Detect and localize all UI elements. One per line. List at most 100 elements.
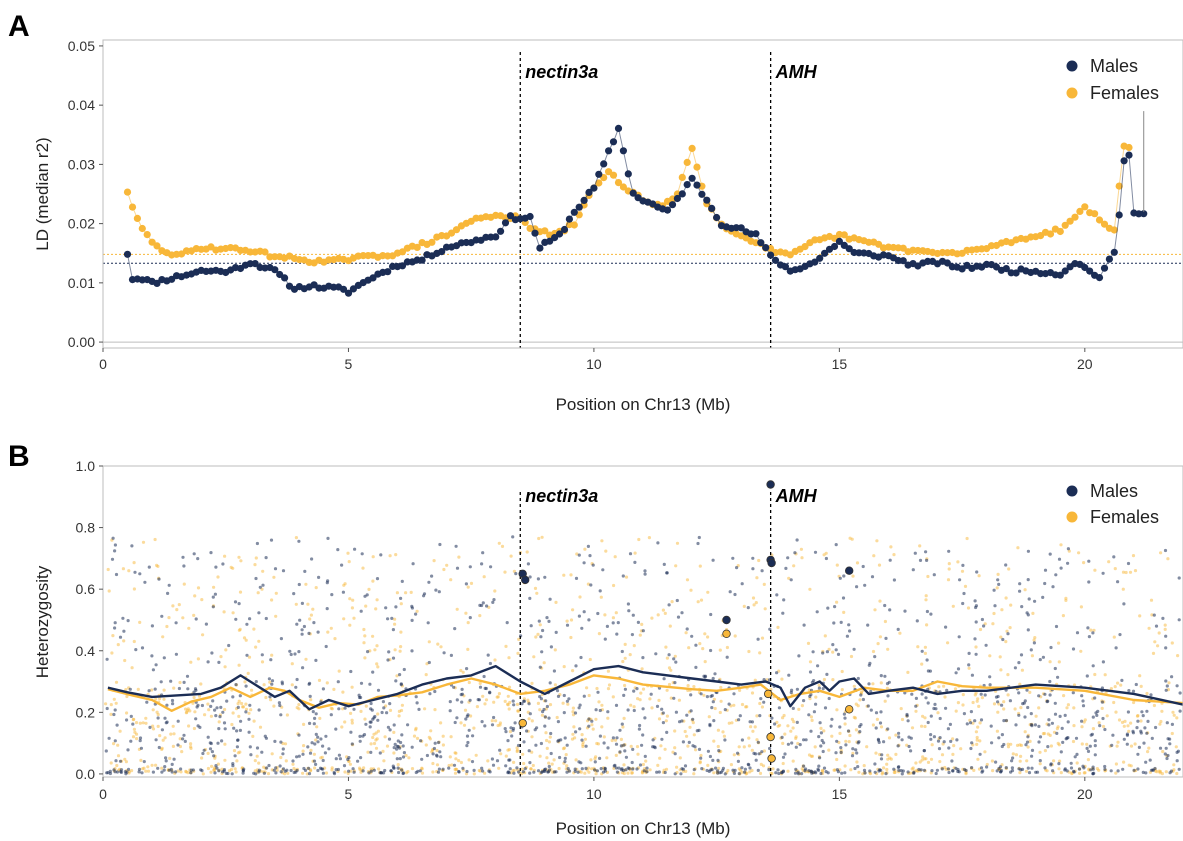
- het-females-snp-point: [314, 586, 318, 590]
- het-females-snp-point: [566, 702, 570, 706]
- het-males-snp-point: [919, 768, 923, 772]
- het-females-snp-point: [753, 678, 757, 682]
- het-males-snp-point: [449, 653, 453, 658]
- het-males-snp-point: [863, 771, 867, 775]
- het-females-snp-point: [1009, 603, 1013, 607]
- het-females-snp-point: [244, 638, 248, 642]
- het-males-snp-point: [482, 674, 486, 679]
- het-males-snp-point: [140, 771, 144, 775]
- het-males-snp-point: [157, 745, 161, 750]
- het-males-snp-point: [611, 621, 615, 625]
- het-males-snp-point: [169, 679, 173, 683]
- het-females-snp-point: [748, 770, 752, 774]
- het-males-snp-point: [435, 754, 439, 758]
- het-females-snp-point: [115, 763, 119, 768]
- het-males-snp-point: [800, 772, 804, 776]
- het-males-snp-point: [674, 710, 679, 714]
- het-males-snp-point: [737, 772, 741, 776]
- het-males-snp-point: [565, 743, 569, 747]
- het-females-snp-point: [361, 566, 365, 570]
- ld-legend-females-swatch: [1066, 87, 1078, 99]
- het-females-snp-point: [1009, 742, 1013, 746]
- het-females-snp-point: [258, 725, 263, 729]
- het-females-snp-point: [154, 697, 158, 701]
- het-males-snp-point: [760, 750, 764, 754]
- het-females-snp-point: [124, 760, 128, 764]
- het-males-snp-point: [643, 716, 647, 720]
- het-males-snp-point: [437, 590, 441, 594]
- het-males-snp-point: [507, 758, 511, 762]
- het-males-snp-point: [903, 691, 907, 695]
- het-males-snp-point: [888, 608, 892, 612]
- het-females-snp-point: [262, 683, 266, 687]
- het-males-snp-point: [307, 772, 312, 776]
- het-females-snp-point: [781, 741, 785, 746]
- het-males-snp-point: [307, 631, 311, 636]
- het-females-snp-point: [799, 547, 804, 551]
- het-males-snp-point: [219, 705, 223, 710]
- het-females-snp-point: [916, 645, 920, 649]
- het-females-snp-point: [399, 630, 403, 634]
- het-females-snp-point: [234, 770, 238, 774]
- het-males-snp-point: [626, 602, 631, 606]
- het-females-snp-point: [206, 702, 210, 706]
- het-males-snp-point: [1050, 721, 1054, 725]
- het-males-snp-point: [770, 716, 774, 720]
- het-females-snp-point: [865, 745, 869, 749]
- het-males-snp-point: [234, 683, 238, 687]
- het-females-snp-point: [1116, 740, 1120, 744]
- het-males-snp-point: [576, 770, 580, 774]
- het-males-snp-point: [277, 701, 281, 705]
- het-males-snp-point: [547, 764, 551, 769]
- het-males-snp-point: [1027, 597, 1031, 601]
- het-males-snp-point: [614, 766, 619, 770]
- het-females-snp-point: [751, 729, 755, 733]
- ld-females-point: [1081, 203, 1089, 211]
- het-females-snp-point: [951, 752, 955, 757]
- het-females-snp-point: [189, 660, 193, 664]
- het-males-snp-point: [297, 754, 301, 758]
- het-males-snp-point: [1073, 755, 1077, 759]
- het-females-snp-point: [925, 623, 929, 627]
- het-males-snp-point: [856, 765, 860, 769]
- het-males-snp-point: [1144, 771, 1148, 775]
- het-females-snp-point: [124, 688, 128, 692]
- het-males-snp-point: [970, 673, 975, 677]
- het-females-snp-point: [216, 575, 220, 579]
- het-males-snp-point: [301, 752, 305, 756]
- het-females-snp-point: [304, 657, 308, 661]
- het-males-snp-point: [438, 542, 442, 547]
- het-males-snp-point: [874, 726, 878, 730]
- het-males-snp-point: [400, 768, 404, 772]
- het-males-snp-point: [360, 552, 364, 556]
- het-males-snp-point: [827, 696, 831, 701]
- het-males-snp-point: [108, 771, 112, 776]
- het-males-snp-point: [969, 710, 974, 714]
- het-females-snp-point: [755, 738, 759, 742]
- het-males-snp-point: [716, 758, 720, 763]
- het-females-snp-point: [647, 536, 652, 540]
- het-males-snp-point: [641, 707, 645, 711]
- het-males-snp-point: [213, 771, 217, 775]
- het-females-snp-point: [394, 553, 398, 557]
- het-females-snp-point: [619, 737, 624, 742]
- het-females-snp-point: [1043, 749, 1047, 753]
- het-females-snp-point: [1100, 706, 1104, 711]
- het-males-snp-point: [1038, 658, 1042, 662]
- het-males-snp-point: [1154, 725, 1158, 730]
- het-females-snp-point: [591, 727, 595, 731]
- het-females-snp-point: [1159, 551, 1163, 555]
- het-females-snp-point: [1127, 729, 1131, 734]
- het-males-snp-point: [556, 720, 561, 724]
- het-males-snp-point: [222, 721, 227, 725]
- het-females-snp-point: [144, 721, 148, 725]
- het-females-snp-point: [855, 561, 860, 565]
- het-males-snp-point: [526, 562, 531, 566]
- het-females-snp-point: [376, 712, 380, 716]
- het-females-snp-point: [738, 688, 742, 693]
- het-males-snp-point: [882, 740, 886, 744]
- het-males-snp-point: [868, 769, 872, 773]
- het-males-snp-point: [402, 667, 406, 672]
- het-males-snp-point: [582, 694, 586, 698]
- ld-females-point: [1115, 182, 1123, 190]
